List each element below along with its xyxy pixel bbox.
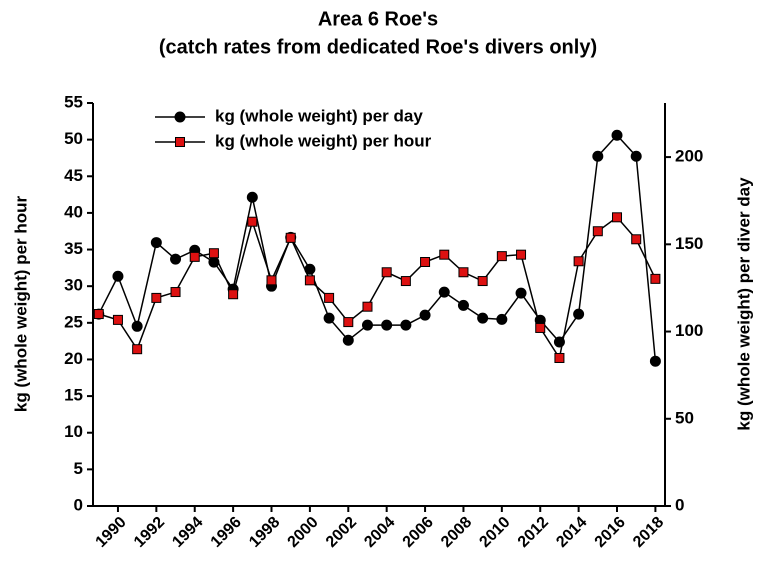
data-point — [420, 257, 431, 268]
data-point — [477, 276, 488, 287]
x-tick-label: 2014 — [553, 514, 590, 551]
y-tick-label: 0 — [74, 495, 83, 514]
series-line — [98, 216, 657, 360]
data-point — [381, 319, 393, 331]
x-tick-label: 2000 — [285, 514, 322, 551]
y-tick-label: 35 — [64, 239, 83, 258]
data-point — [132, 344, 143, 355]
y2-tick-label: 200 — [675, 147, 703, 166]
x-tick-label: 1990 — [93, 514, 130, 551]
x-tick-label: 2004 — [361, 514, 398, 551]
data-point — [112, 314, 123, 325]
y-tick-label: 25 — [64, 312, 83, 331]
x-tick-label: 1994 — [169, 514, 206, 551]
data-point — [266, 275, 277, 286]
data-point — [592, 150, 604, 162]
data-point — [554, 352, 565, 363]
data-point — [592, 226, 603, 237]
x-tick-label: 1992 — [131, 514, 168, 551]
y2-axis-label: kg (whole weight) per diver day — [734, 177, 753, 431]
data-point — [323, 312, 335, 324]
data-point — [247, 216, 258, 227]
data-point — [285, 232, 296, 243]
x-tick-label: 2018 — [630, 514, 667, 551]
data-point — [612, 212, 623, 223]
data-point — [246, 191, 258, 203]
data-point — [400, 319, 412, 331]
x-tick-label: 2012 — [515, 514, 552, 551]
data-point — [189, 251, 200, 262]
legend-label: kg (whole weight) per day — [215, 106, 423, 125]
x-tick-label: 2002 — [323, 514, 360, 551]
chart-subtitle: (catch rates from dedicated Roe's divers… — [159, 36, 597, 58]
legend-marker — [175, 137, 185, 147]
data-point — [131, 320, 143, 332]
data-point — [496, 313, 508, 325]
data-point — [342, 334, 354, 346]
legend-marker — [174, 111, 186, 123]
data-point — [516, 249, 527, 260]
chart-title: Area 6 Roe's — [318, 8, 438, 30]
data-point — [573, 256, 584, 267]
data-point — [438, 286, 450, 298]
data-point — [324, 292, 335, 303]
data-point — [496, 251, 507, 262]
data-point — [458, 267, 469, 278]
y-tick-label: 15 — [64, 386, 83, 405]
x-tick-label: 2016 — [592, 514, 629, 551]
data-point — [381, 267, 392, 278]
x-tick-label: 2008 — [438, 514, 475, 551]
data-point — [573, 308, 585, 320]
data-point — [631, 234, 642, 245]
y-tick-label: 55 — [64, 92, 83, 111]
y-tick-label: 5 — [74, 459, 83, 478]
data-point — [151, 292, 162, 303]
data-point — [649, 355, 661, 367]
data-point — [650, 273, 661, 284]
y-tick-label: 50 — [64, 129, 83, 148]
y-axis-label: kg (whole weight) per hour — [11, 195, 30, 412]
data-point — [419, 309, 431, 321]
data-point — [477, 312, 489, 324]
data-point — [93, 309, 104, 320]
data-point — [535, 322, 546, 333]
data-point — [112, 270, 124, 282]
data-point — [343, 317, 354, 328]
data-point — [228, 289, 239, 300]
data-point — [457, 299, 469, 311]
data-point — [208, 248, 219, 259]
y2-tick-label: 150 — [675, 234, 703, 253]
y-tick-label: 20 — [64, 349, 83, 368]
data-point — [362, 301, 373, 312]
y-tick-label: 10 — [64, 422, 83, 441]
y2-tick-label: 0 — [675, 495, 684, 514]
legend-label: kg (whole weight) per hour — [215, 131, 432, 150]
data-point — [515, 287, 527, 299]
y2-tick-label: 100 — [675, 321, 703, 340]
x-tick-label: 2006 — [400, 514, 437, 551]
x-tick-label: 1996 — [208, 514, 245, 551]
data-point — [304, 275, 315, 286]
data-point — [170, 287, 181, 298]
data-point — [150, 237, 162, 249]
data-point — [361, 319, 373, 331]
y-tick-label: 30 — [64, 276, 83, 295]
series-line — [98, 134, 657, 362]
data-point — [611, 129, 623, 141]
data-point — [630, 150, 642, 162]
y-tick-label: 45 — [64, 166, 83, 185]
data-point — [400, 276, 411, 287]
y2-tick-label: 50 — [675, 408, 694, 427]
data-point — [439, 249, 450, 260]
x-tick-label: 2010 — [476, 514, 513, 551]
data-point — [170, 253, 182, 265]
y-tick-label: 40 — [64, 202, 83, 221]
x-tick-label: 1998 — [246, 514, 283, 551]
